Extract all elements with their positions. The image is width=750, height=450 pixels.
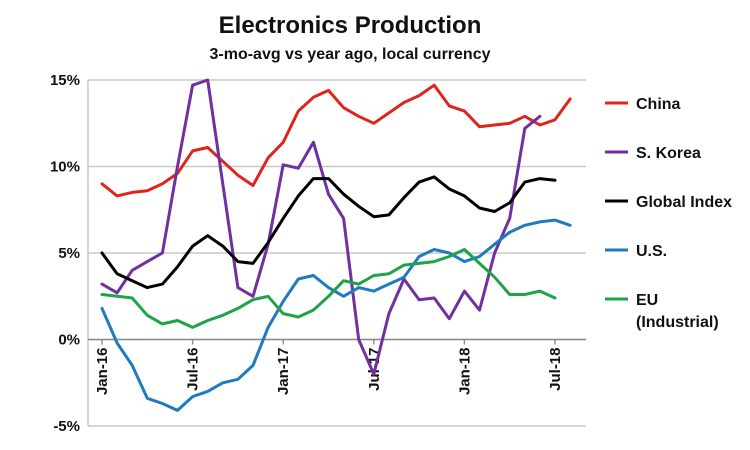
chart-subtitle: 3-mo-avg vs year ago, local currency: [209, 46, 491, 63]
x-tick-label: Jan-17: [275, 348, 292, 396]
x-tick-label: Jul-18: [547, 348, 564, 391]
y-tick-label: 0%: [58, 332, 80, 349]
y-tick-label: -5%: [53, 418, 80, 435]
axes: 15%10%5%0%-5%Jan-16 Jul-16 Jan-17 Jul-17 Jan…: [50, 72, 586, 435]
chart-title: Electronics Production: [218, 12, 482, 39]
x-tick-label: Jan-18: [456, 348, 473, 396]
legend-label: EU (Industrial): [636, 292, 719, 331]
legend-label: U.S.: [636, 243, 667, 260]
series-line-2: [100, 175, 557, 290]
y-tick-label: 15%: [50, 72, 80, 89]
y-tick-label: 5%: [58, 245, 80, 262]
legend: China S. Korea Global Index U.S. EU (Industri…: [605, 96, 732, 331]
legend-label: Global Index: [636, 194, 732, 211]
legend-label: China: [636, 96, 681, 113]
series-lines: [100, 78, 572, 412]
x-tick-label: Jul-16: [185, 348, 202, 391]
series-line-4: [100, 248, 557, 329]
y-tick-label: 10%: [50, 159, 80, 176]
x-tick-label: Jan-16: [94, 348, 111, 396]
legend-label: S. Korea: [636, 145, 701, 162]
series-line-0: [100, 83, 572, 198]
series-line-1: [100, 78, 542, 376]
series-line-3: [100, 218, 572, 412]
